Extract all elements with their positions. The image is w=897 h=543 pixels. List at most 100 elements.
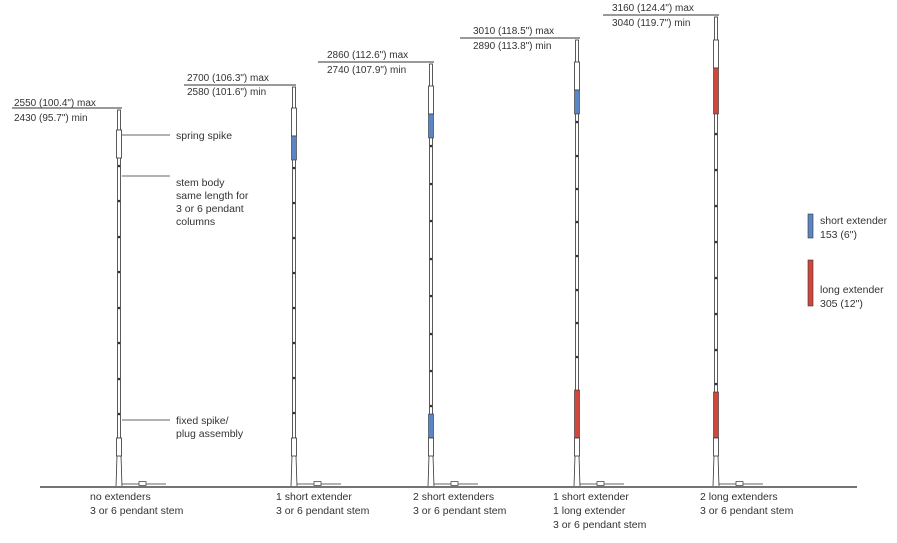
- stem-joint: [292, 236, 296, 240]
- stem-joint: [292, 411, 296, 415]
- stem-joint: [117, 199, 121, 203]
- stem-drawing: [427, 63, 478, 487]
- stem-group-1: 2550 (100.4") max 2430 (95.7") min no ex…: [12, 98, 184, 517]
- min-height-label: 2740 (107.9") min: [327, 65, 406, 76]
- stem-joint: [117, 164, 121, 168]
- short-extender: [291, 135, 297, 161]
- stem-joint: [429, 294, 433, 298]
- stem-group-2: 2700 (106.3") max 2580 (101.6") min 1 sh…: [184, 73, 370, 517]
- fixed-spike: [116, 437, 122, 457]
- stem-joint: [292, 271, 296, 275]
- fixed-spike: [291, 437, 297, 457]
- legend-label-long: long extender 305 (12"): [820, 284, 887, 310]
- stem-joint: [714, 204, 718, 208]
- spring-spike: [713, 39, 719, 69]
- stem-drawing: [573, 39, 624, 487]
- stem-joint: [575, 288, 579, 292]
- min-height-label: 2890 (113.8") min: [473, 41, 551, 52]
- stem-joint: [575, 120, 579, 124]
- fixed-spike: [574, 437, 580, 457]
- max-height-label: 3160 (124.4") max: [612, 3, 694, 14]
- min-height-label: 3040 (119.7") min: [612, 18, 690, 29]
- spring-spike: [291, 107, 297, 137]
- stem-joint: [575, 254, 579, 258]
- stem-joint: [117, 270, 121, 274]
- legend-swatch-long: [807, 259, 814, 307]
- stem-plug: [313, 481, 322, 486]
- stem-joint: [117, 306, 121, 310]
- stem-joint: [117, 412, 121, 416]
- stem-plug: [596, 481, 605, 486]
- max-height-label: 3010 (118.5") max: [473, 26, 554, 37]
- stem-joint: [714, 132, 718, 136]
- stem-joint: [429, 369, 433, 373]
- stem-drawing: [290, 86, 341, 487]
- stem-group-4: 3010 (118.5") max 2890 (113.8") min 1 sh…: [460, 26, 647, 531]
- stem-drawing: [115, 109, 166, 487]
- long-extender: [713, 67, 719, 115]
- short-extender: [428, 413, 434, 439]
- stem-joint: [429, 219, 433, 223]
- stem-joint: [292, 341, 296, 345]
- stem-joint: [575, 187, 579, 191]
- fixed-spike: [713, 437, 719, 457]
- stem-joint: [429, 404, 433, 408]
- spring-spike: [574, 61, 580, 91]
- stem-joint: [714, 348, 718, 352]
- stem-joint: [292, 306, 296, 310]
- short-extender: [574, 89, 580, 115]
- stem-joint: [714, 168, 718, 172]
- fixed-spike: [428, 437, 434, 457]
- stem-joint: [575, 154, 579, 158]
- stem-joint: [292, 201, 296, 205]
- long-extender: [713, 391, 719, 439]
- stem-joint: [714, 312, 718, 316]
- stem-caption: 1 short extender 3 or 6 pendant stem: [276, 491, 370, 517]
- legend: short extender 153 (6") long extender 30…: [807, 213, 890, 310]
- spring-spike: [116, 129, 122, 159]
- max-height-label: 2700 (106.3") max: [187, 73, 269, 84]
- legend-item-long-extender: long extender 305 (12"): [807, 259, 887, 310]
- stem-joint: [575, 321, 579, 325]
- stem-joint: [117, 377, 121, 381]
- stem-joint: [575, 220, 579, 224]
- legend-swatch-short: [807, 213, 814, 239]
- stem-drawing: [712, 16, 763, 487]
- legend-label-short: short extender 153 (6"): [820, 215, 890, 241]
- stem-caption: 2 long extenders 3 or 6 pendant stem: [700, 491, 794, 517]
- stem-joint: [292, 166, 296, 170]
- stem-joint: [714, 276, 718, 280]
- stem-joint: [117, 341, 121, 345]
- min-height-label: 2430 (95.7") min: [14, 113, 88, 124]
- stem-plug: [735, 481, 744, 486]
- stem-plug: [138, 481, 147, 486]
- stem-joint: [714, 382, 718, 386]
- stem-joint: [575, 355, 579, 359]
- stem-joint: [429, 257, 433, 261]
- max-height-label: 2860 (112.6") max: [327, 50, 408, 61]
- long-extender: [574, 389, 580, 439]
- stem-group-5: 3160 (124.4") max 3040 (119.7") min 2 lo…: [603, 3, 794, 517]
- stem-joint: [292, 376, 296, 380]
- stem-body-annotation: stem body same length for 3 or 6 pendant…: [176, 177, 251, 228]
- stem-plug: [450, 481, 459, 486]
- stem-caption: no extenders 3 or 6 pendant stem: [90, 491, 184, 517]
- spring-spike: [428, 85, 434, 115]
- stem-joint: [714, 240, 718, 244]
- stem-joint: [429, 182, 433, 186]
- spring-spike-annotation: spring spike: [176, 130, 232, 142]
- stem-joint: [429, 144, 433, 148]
- fixed-spike-annotation: fixed spike/ plug assembly: [176, 415, 244, 440]
- annotations: spring spike stem body same length for 3…: [122, 130, 251, 440]
- stem-caption: 2 short extenders 3 or 6 pendant stem: [413, 491, 507, 517]
- stem-group-3: 2860 (112.6") max 2740 (107.9") min 2 sh…: [318, 50, 507, 517]
- stem-caption: 1 short extender 1 long extender 3 or 6 …: [553, 491, 647, 531]
- min-height-label: 2580 (101.6") min: [187, 87, 266, 98]
- stem-joint: [429, 332, 433, 336]
- stem-body: [117, 109, 121, 439]
- short-extender: [428, 113, 434, 139]
- legend-item-short-extender: short extender 153 (6"): [807, 213, 890, 241]
- max-height-label: 2550 (100.4") max: [14, 98, 96, 109]
- stem-joint: [117, 235, 121, 239]
